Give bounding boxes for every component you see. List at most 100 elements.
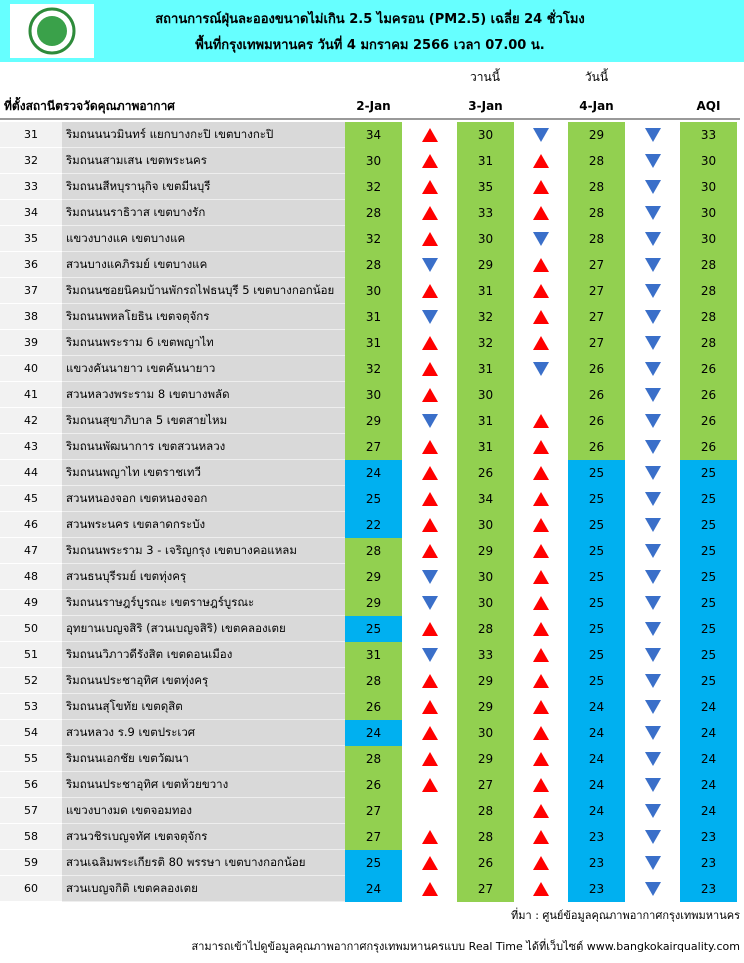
- trend-up: [513, 252, 568, 278]
- arrow: [644, 492, 661, 506]
- value-cell: 25: [345, 486, 402, 512]
- arrow: [421, 778, 438, 792]
- station-name: สวนหนองจอก เขตหนองจอก: [62, 486, 345, 512]
- trend-up: [402, 694, 457, 720]
- value-cell: 27: [345, 798, 402, 824]
- arrow: [644, 310, 661, 324]
- trend-down: [625, 564, 680, 590]
- trend-up: [402, 538, 457, 564]
- station-name: สวนหลวง ร.9 เขตประเวศ: [62, 720, 345, 746]
- arrow: [421, 856, 438, 870]
- value-cell: 27: [568, 278, 625, 304]
- value-cell: 25: [568, 668, 625, 694]
- station-name: ริมถนนพระราม 3 - เจริญกรุง เขตบางคอแหลม: [62, 538, 345, 564]
- value-cell: 26: [457, 850, 514, 876]
- arrow: [532, 570, 549, 584]
- value-cell: 24: [680, 746, 737, 772]
- value-cell: 26: [457, 460, 514, 486]
- arrow: [532, 726, 549, 740]
- trend-down: [625, 460, 680, 486]
- row-number: 52: [0, 668, 62, 694]
- arrow: [532, 206, 549, 220]
- value-cell: 33: [457, 200, 514, 226]
- value-cell: 25: [345, 616, 402, 642]
- trend-down: [625, 226, 680, 252]
- logo: [10, 4, 94, 58]
- value-cell: 28: [345, 252, 402, 278]
- trend-down: [625, 252, 680, 278]
- arrow: [644, 284, 661, 298]
- arrow: [644, 232, 661, 246]
- value-cell: 26: [345, 772, 402, 798]
- trend-down: [625, 694, 680, 720]
- value-cell: 23: [680, 876, 737, 902]
- trend-up: [402, 512, 457, 538]
- row-number: 36: [0, 252, 62, 278]
- arrow: [644, 752, 661, 766]
- trend-up: [402, 876, 457, 902]
- value-cell: 22: [345, 512, 402, 538]
- value-cell: 25: [568, 590, 625, 616]
- arrow: [421, 596, 438, 610]
- arrow: [532, 778, 549, 792]
- arrow: [644, 180, 661, 194]
- value-cell: 26: [680, 408, 737, 434]
- value-cell: 28: [680, 278, 737, 304]
- value-cell: 32: [345, 226, 402, 252]
- trend-down: [402, 408, 457, 434]
- arrow: [421, 674, 438, 688]
- value-cell: 29: [457, 668, 514, 694]
- arrow: [532, 440, 549, 454]
- value-cell: 34: [345, 122, 402, 148]
- trend-down: [625, 876, 680, 902]
- row-number: 37: [0, 278, 62, 304]
- trend-down: [402, 304, 457, 330]
- value-cell: 26: [568, 408, 625, 434]
- trend-down: [625, 278, 680, 304]
- value-cell: 26: [568, 356, 625, 382]
- arrow: [421, 726, 438, 740]
- value-cell: 24: [680, 772, 737, 798]
- arrow: [644, 882, 661, 896]
- row-number: 45: [0, 486, 62, 512]
- trend-down: [625, 434, 680, 460]
- station-name: ริมถนนประชาอุทิศ เขตห้วยขวาง: [62, 772, 345, 798]
- value-cell: 33: [457, 642, 514, 668]
- station-name: สวนบางแคภิรมย์ เขตบางแค: [62, 252, 345, 278]
- value-cell: 24: [568, 694, 625, 720]
- arrow: [532, 128, 549, 142]
- row-number: 54: [0, 720, 62, 746]
- trend-up: [402, 434, 457, 460]
- value-cell: 34: [457, 486, 514, 512]
- arrow: [644, 856, 661, 870]
- trend-up: [402, 382, 457, 408]
- trend-down: [625, 590, 680, 616]
- arrow: [532, 752, 549, 766]
- trend-up: [513, 538, 568, 564]
- row-number: 46: [0, 512, 62, 538]
- value-cell: 28: [568, 174, 625, 200]
- arrow: [421, 310, 438, 324]
- value-cell: 28: [568, 200, 625, 226]
- trend-down: [625, 798, 680, 824]
- arrow: [644, 544, 661, 558]
- trend-down: [625, 720, 680, 746]
- value-cell: 30: [345, 278, 402, 304]
- arrow: [532, 284, 549, 298]
- title-line2: พื้นที่กรุงเทพมหานคร วันที่ 4 มกราคม 256…: [195, 37, 545, 53]
- arrow: [421, 180, 438, 194]
- station-name: ริมถนนพัฒนาการ เขตสวนหลวง: [62, 434, 345, 460]
- value-cell: 24: [568, 798, 625, 824]
- value-cell: 32: [457, 304, 514, 330]
- value-cell: 25: [568, 564, 625, 590]
- value-cell: 35: [457, 174, 514, 200]
- trend-down: [625, 850, 680, 876]
- value-cell: 26: [680, 434, 737, 460]
- day-label: วันนี้: [584, 69, 609, 84]
- value-cell: 31: [457, 278, 514, 304]
- arrow: [421, 622, 438, 636]
- trend-down: [625, 538, 680, 564]
- arrow: [644, 830, 661, 844]
- arrow: [421, 206, 438, 220]
